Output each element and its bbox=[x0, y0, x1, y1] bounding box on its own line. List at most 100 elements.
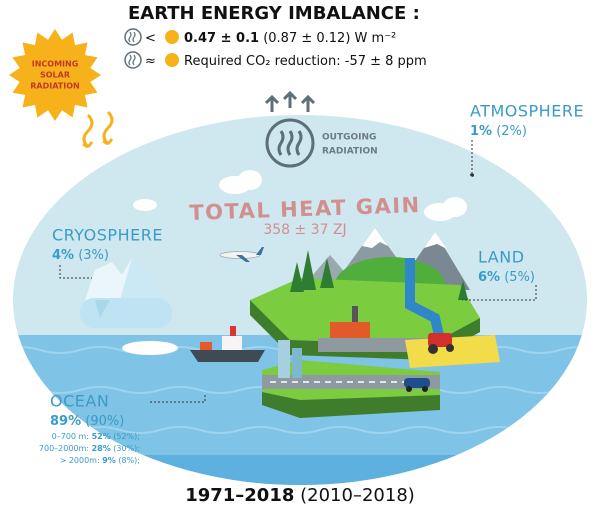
sun-part bbox=[102, 110, 114, 146]
land-island-part bbox=[446, 344, 454, 352]
paren: (0.87 ± 0.12) bbox=[263, 31, 350, 46]
mountains-part bbox=[362, 228, 388, 248]
outgoing-label-line: OUTGOING bbox=[322, 133, 376, 143]
land-island-part-part bbox=[320, 258, 334, 288]
iceberg-part bbox=[80, 298, 172, 328]
plane bbox=[219, 247, 264, 262]
component-share: 1% (2%) bbox=[470, 124, 527, 139]
leader-lines-part bbox=[59, 265, 92, 279]
land-island-part-part bbox=[300, 250, 316, 290]
ocean-layer: > 2000m: 9% (8%); bbox=[60, 456, 140, 465]
road-island-part bbox=[422, 386, 428, 392]
title: EARTH ENERGY IMBALANCE : bbox=[128, 3, 420, 24]
outgoing-icon-part bbox=[286, 130, 294, 156]
sun-label-line: RADIATION bbox=[30, 82, 79, 91]
component-share: 89% (90%) bbox=[50, 414, 124, 429]
header-icons-part bbox=[165, 30, 179, 44]
outgoing-icon-part bbox=[295, 130, 303, 156]
outgoing-icon-part bbox=[265, 118, 315, 168]
share: 89% bbox=[50, 414, 81, 429]
sun-part bbox=[82, 113, 94, 149]
outgoing-icon bbox=[264, 90, 316, 168]
land-island bbox=[250, 250, 500, 368]
share: 52% bbox=[92, 432, 111, 441]
header-icons-part bbox=[128, 31, 136, 43]
clouds-part bbox=[133, 199, 157, 211]
depth: > 2000m: bbox=[60, 456, 100, 465]
land-island-part bbox=[250, 278, 480, 345]
period: 1971–2018 (2010–2018) bbox=[185, 485, 415, 506]
iceberg-part bbox=[95, 300, 110, 318]
paren: (30%); bbox=[113, 444, 140, 453]
iceberg bbox=[80, 258, 172, 328]
paren: (8%); bbox=[118, 456, 140, 465]
outgoing-icon-part bbox=[282, 90, 298, 108]
ship bbox=[190, 326, 265, 362]
header-icons-part bbox=[124, 28, 142, 46]
outgoing-label-line: RADIATION bbox=[322, 147, 378, 157]
mountains-part bbox=[424, 232, 447, 249]
line2: ≈ Required CO₂ reduction: -57 ± 8 ppm bbox=[145, 54, 427, 69]
land-island-part bbox=[290, 250, 468, 300]
ship-part bbox=[222, 336, 242, 350]
component-share: 4% (3%) bbox=[52, 248, 109, 263]
sun bbox=[9, 29, 114, 149]
outgoing-icon-part bbox=[300, 94, 316, 112]
clouds-part bbox=[122, 341, 178, 355]
plane-part bbox=[236, 255, 250, 262]
clouds-part bbox=[238, 170, 262, 190]
paren: (52%); bbox=[113, 432, 140, 441]
component-name: CRYOSPHERE bbox=[52, 226, 163, 245]
ocean-layers: 0–700 m: 52% (52%); 700–2000m: 28% (30%);… bbox=[39, 432, 140, 465]
road-island-part bbox=[262, 392, 440, 418]
sun-label: INCOMING SOLAR RADIATION bbox=[30, 60, 79, 91]
road-island-part bbox=[406, 386, 412, 392]
total-value: 358 ± 37 ZJ bbox=[263, 222, 346, 238]
component-share: 6% (5%) bbox=[478, 270, 535, 285]
leader-lines-part bbox=[462, 285, 537, 301]
header-icons-part bbox=[124, 51, 142, 69]
land-island-part-part bbox=[458, 280, 468, 300]
sun-part bbox=[9, 29, 101, 121]
paren: (3%) bbox=[78, 248, 109, 263]
symbol: < bbox=[145, 31, 156, 46]
value: 0.47 ± 0.1 bbox=[184, 31, 259, 46]
depth: 700–2000m: bbox=[39, 444, 89, 453]
land-island-part-part bbox=[290, 262, 304, 292]
share: 28% bbox=[92, 444, 111, 453]
leader-lines-part bbox=[470, 173, 474, 177]
dome-part-part bbox=[13, 426, 587, 434]
road-island-part bbox=[404, 378, 430, 388]
land-island-part bbox=[318, 338, 428, 352]
road-island-part bbox=[278, 340, 290, 378]
share: 4% bbox=[52, 248, 74, 263]
components: ATMOSPHERE 1% (2%) CRYOSPHERE 4% (3%) LAND 6%… bbox=[50, 102, 584, 429]
land-island-part bbox=[352, 306, 358, 322]
ship-part bbox=[230, 326, 236, 336]
outgoing-icon-part bbox=[264, 94, 280, 112]
period-main: 1971–2018 bbox=[185, 485, 294, 506]
symbol: ≈ bbox=[145, 54, 156, 69]
road-island-part bbox=[292, 348, 302, 378]
text: Required CO₂ reduction: -57 ± 8 ppm bbox=[184, 54, 427, 69]
land-island-part bbox=[428, 344, 438, 354]
share: 1% bbox=[470, 124, 492, 139]
sun-label-line: INCOMING bbox=[32, 60, 79, 69]
ship-part bbox=[190, 350, 265, 362]
outgoing-icon-part bbox=[277, 130, 285, 156]
unit: W m⁻² bbox=[355, 31, 397, 46]
period-paren: (2010–2018) bbox=[300, 485, 415, 506]
leader-lines bbox=[59, 140, 537, 403]
ship-part bbox=[200, 342, 212, 350]
component-name: OCEAN bbox=[50, 392, 109, 411]
component-name: LAND bbox=[478, 248, 525, 267]
clouds bbox=[122, 170, 467, 355]
depth: 0–700 m: bbox=[52, 432, 89, 441]
land-island-part bbox=[428, 333, 452, 347]
sun-label-line: SOLAR bbox=[40, 71, 70, 80]
share: 9% bbox=[102, 456, 116, 465]
road-island bbox=[262, 340, 440, 418]
paren: (90%) bbox=[85, 414, 124, 429]
header-icons-part bbox=[128, 54, 136, 66]
